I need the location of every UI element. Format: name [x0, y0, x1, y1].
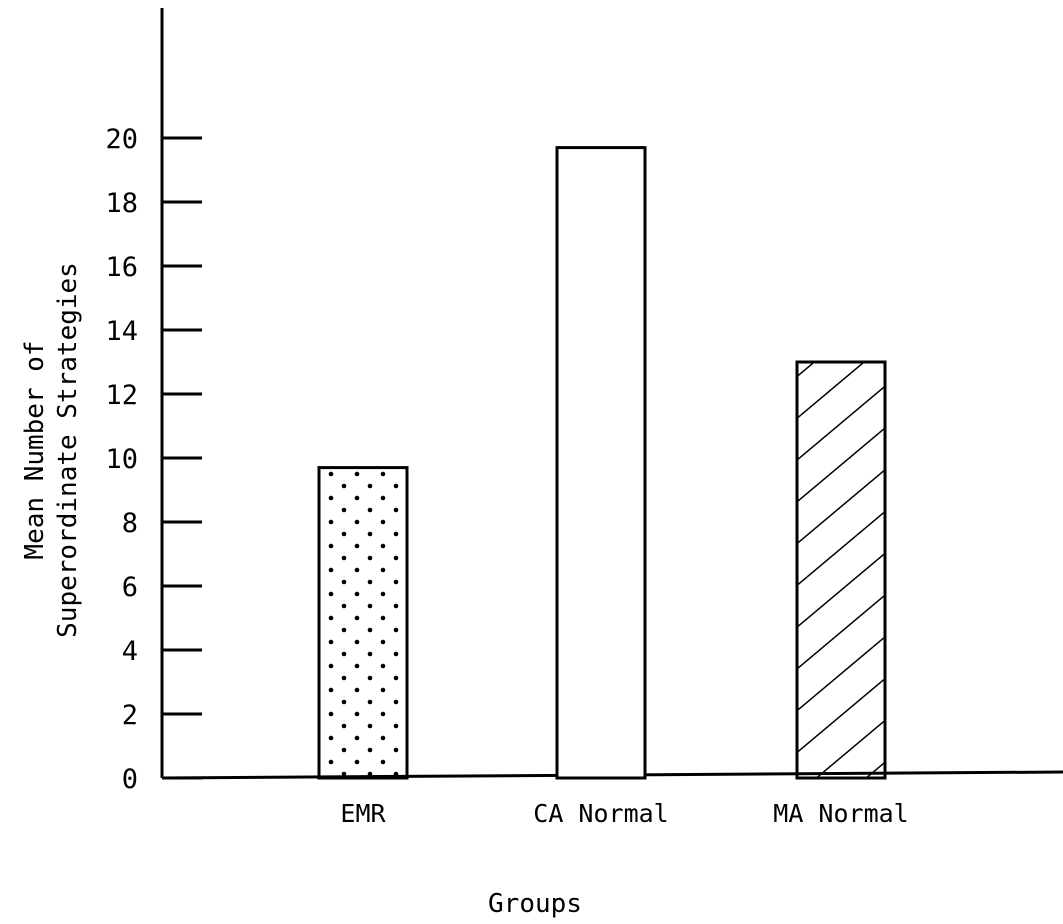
y-tick-label: 18: [105, 188, 138, 219]
bars: [317, 146, 887, 780]
y-tick-label: 20: [105, 124, 138, 155]
y-tick-label: 2: [122, 700, 138, 731]
bar-ma-normal: [795, 360, 887, 780]
category-labels: EMR CA Normal MA Normal: [340, 799, 908, 828]
y-tick-label: 16: [105, 252, 138, 283]
category-label: MA Normal: [773, 799, 908, 828]
y-tick-label: 4: [122, 636, 138, 667]
category-label: CA Normal: [533, 799, 668, 828]
y-tick-label: 14: [105, 316, 138, 347]
y-tick-label: 0: [122, 764, 138, 795]
category-label: EMR: [340, 799, 386, 828]
x-axis-title: Groups: [488, 889, 582, 919]
bar-emr: [317, 466, 409, 780]
y-tick-label: 10: [105, 444, 138, 475]
y-axis-title: Mean Number of Superordinate Strategies: [20, 262, 83, 638]
y-tick-label: 12: [105, 380, 138, 411]
y-axis-title-line-1: Mean Number of: [20, 340, 50, 559]
y-ticks: 0 2 4 6 8 10 12 14 16 18 20: [105, 124, 202, 795]
y-tick-label: 8: [122, 508, 138, 539]
bar-ca-normal: [555, 146, 647, 780]
y-tick-label: 6: [122, 572, 138, 603]
y-axis-title-line-2: Superordinate Strategies: [53, 262, 83, 638]
